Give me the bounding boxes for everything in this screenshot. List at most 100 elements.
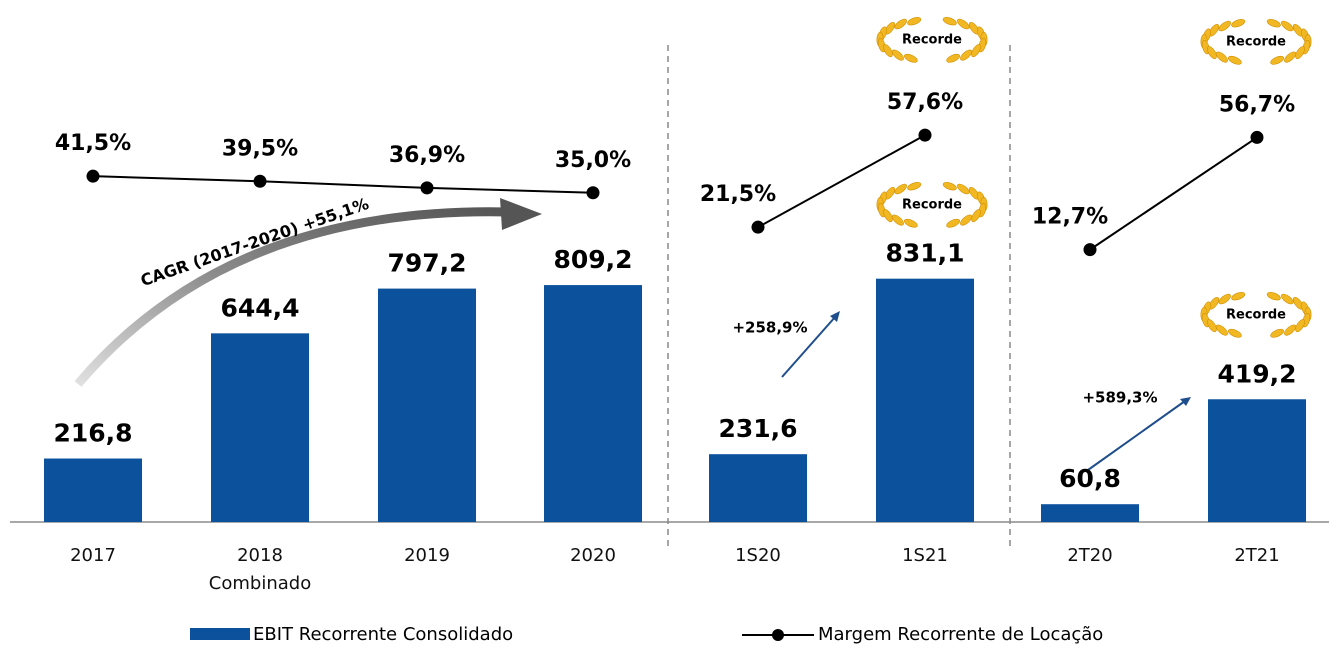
bar-value-label: 831,1 bbox=[885, 239, 964, 268]
laurel-leaf bbox=[1228, 328, 1242, 338]
laurel-leaf bbox=[942, 182, 957, 191]
bar-value-label: 231,6 bbox=[718, 414, 797, 443]
margin-value-label: 56,7% bbox=[1219, 92, 1295, 117]
laurel-leaf bbox=[894, 183, 907, 195]
margin-point bbox=[751, 220, 765, 234]
laurel-leaf bbox=[957, 183, 970, 195]
laurel-leaf bbox=[907, 17, 922, 26]
margin-value-label: 35,0% bbox=[555, 148, 631, 173]
x-tick-label: 2017 bbox=[70, 545, 116, 566]
laurel-leaf bbox=[1270, 55, 1284, 65]
laurel-leaf bbox=[1266, 19, 1281, 28]
bar bbox=[211, 333, 309, 522]
laurel-leaf bbox=[904, 218, 918, 228]
margin-line bbox=[757, 134, 926, 229]
laurel-leaf bbox=[883, 209, 893, 223]
record-badge: Recorde bbox=[876, 17, 988, 63]
laurel-leaf bbox=[1281, 293, 1294, 305]
record-badge: Recorde bbox=[1200, 292, 1312, 338]
laurel-leaf bbox=[1218, 20, 1231, 32]
x-tick-label: 2018 Combinado bbox=[208, 545, 312, 594]
bar bbox=[544, 285, 642, 522]
cagr-arrow-head bbox=[500, 198, 542, 230]
laurel-leaf bbox=[894, 18, 907, 30]
laurel-leaf bbox=[883, 44, 893, 58]
bar-value-label: 644,4 bbox=[220, 293, 299, 322]
legend-label: EBIT Recorrente Consolidado bbox=[253, 624, 513, 645]
laurel-leaf bbox=[971, 209, 981, 223]
x-tick-label: 1S21 bbox=[902, 545, 948, 566]
growth-arrow-head bbox=[1180, 397, 1191, 406]
legend-swatch bbox=[190, 628, 250, 640]
margin-line bbox=[1089, 136, 1258, 251]
laurel-leaf bbox=[946, 218, 960, 228]
badge-label: Recorde bbox=[1226, 308, 1286, 323]
legend-label: Margem Recorrente de Locação bbox=[818, 624, 1103, 645]
legend-swatch bbox=[772, 629, 784, 641]
bar bbox=[709, 454, 807, 522]
laurel-leaf bbox=[946, 53, 960, 63]
margin-value-label: 21,5% bbox=[700, 182, 776, 207]
laurel-leaf bbox=[891, 49, 904, 61]
laurel-leaf bbox=[1266, 292, 1281, 301]
bar-value-label: 60,8 bbox=[1059, 464, 1121, 493]
growth-arrow-head bbox=[830, 311, 840, 322]
laurel-leaf bbox=[1215, 51, 1228, 63]
margin-point bbox=[420, 181, 434, 195]
bar bbox=[1041, 504, 1139, 522]
bar-value-label: 809,2 bbox=[553, 245, 632, 274]
laurel-leaf bbox=[957, 18, 970, 30]
margin-point bbox=[918, 128, 932, 142]
laurel-leaf bbox=[1231, 19, 1246, 28]
x-tick-label: 1S20 bbox=[735, 545, 781, 566]
laurel-leaf bbox=[904, 53, 918, 63]
laurel-leaf bbox=[1295, 319, 1305, 333]
bar bbox=[378, 288, 476, 522]
x-tick-label: 2T20 bbox=[1067, 545, 1113, 566]
annotation: +589,3% bbox=[1082, 389, 1157, 407]
margin-point bbox=[586, 186, 600, 200]
cagr-arrow bbox=[74, 207, 511, 387]
laurel-leaf bbox=[1284, 324, 1297, 336]
badge-label: Recorde bbox=[902, 33, 962, 48]
annotation: +258,9% bbox=[732, 319, 807, 337]
bar-value-label: 419,2 bbox=[1217, 359, 1296, 388]
laurel-leaf bbox=[1215, 324, 1228, 336]
bar bbox=[44, 458, 142, 522]
bar bbox=[876, 278, 974, 522]
margin-value-label: 41,5% bbox=[55, 131, 131, 156]
laurel-leaf bbox=[1270, 328, 1284, 338]
laurel-leaf bbox=[1295, 46, 1305, 60]
growth-arrow bbox=[1087, 400, 1186, 471]
annotation: CAGR (2017-2020) +55,1% bbox=[138, 194, 371, 290]
badge-label: Recorde bbox=[1226, 35, 1286, 50]
x-tick-label: 2T21 bbox=[1234, 545, 1280, 566]
laurel-leaf bbox=[1281, 20, 1294, 32]
margin-value-label: 39,5% bbox=[222, 136, 298, 161]
laurel-leaf bbox=[960, 49, 973, 61]
laurel-leaf bbox=[1218, 293, 1231, 305]
badge-label: Recorde bbox=[902, 198, 962, 213]
laurel-leaf bbox=[1284, 51, 1297, 63]
record-badge: Recorde bbox=[876, 182, 988, 228]
bar-value-label: 797,2 bbox=[387, 249, 466, 278]
laurel-leaf bbox=[971, 44, 981, 58]
margin-point bbox=[86, 169, 100, 183]
x-tick-label: 2019 bbox=[404, 545, 450, 566]
margin-line bbox=[92, 175, 594, 194]
record-badge: Recorde bbox=[1200, 19, 1312, 65]
laurel-leaf bbox=[960, 214, 973, 226]
laurel-leaf bbox=[1207, 319, 1217, 333]
x-tick-label: 2020 bbox=[570, 545, 616, 566]
growth-arrow bbox=[781, 315, 837, 378]
laurel-leaf bbox=[1231, 292, 1246, 301]
margin-value-label: 57,6% bbox=[887, 90, 963, 115]
laurel-leaf bbox=[942, 17, 957, 26]
laurel-leaf bbox=[1207, 46, 1217, 60]
margin-value-label: 12,7% bbox=[1032, 205, 1108, 230]
margin-point bbox=[1083, 243, 1097, 257]
laurel-leaf bbox=[891, 214, 904, 226]
margin-point bbox=[253, 174, 267, 188]
laurel-leaf bbox=[907, 182, 922, 191]
